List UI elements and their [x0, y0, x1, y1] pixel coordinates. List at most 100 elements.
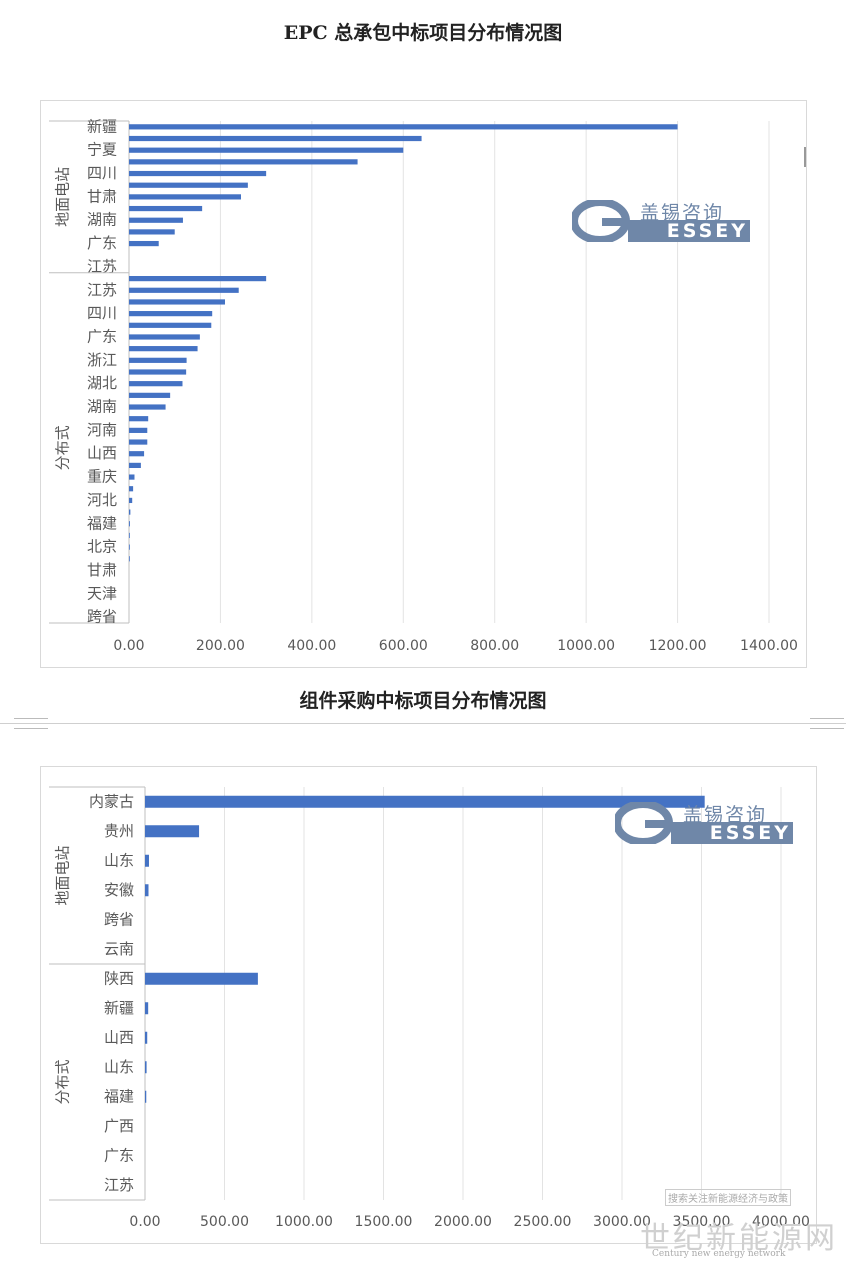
bar: [129, 427, 148, 433]
section-divider: [0, 723, 846, 724]
x-tick-label: 1000.00: [557, 638, 615, 654]
right-margin-mark: [810, 718, 844, 729]
chart1-frame: 0.00 200.00 400.00 600.00 800.00 1000.00 1200.…: [40, 100, 807, 668]
x-tick-label: 0.00: [113, 638, 144, 654]
logo-en-text: ESSEY: [628, 220, 750, 242]
category-label: 山西: [87, 444, 117, 462]
category-label: 山西: [104, 1028, 134, 1046]
x-tick-label: 500.00: [200, 1214, 249, 1230]
logo-cn-text: 盖锡咨询: [640, 202, 725, 224]
x-tick-label: 1500.00: [355, 1214, 413, 1230]
x-tick-label: 200.00: [196, 638, 245, 654]
bar: [145, 795, 705, 808]
bar: [129, 182, 248, 188]
x-tick-label: 1400.00: [740, 638, 798, 654]
category-label: 江苏: [104, 1176, 134, 1194]
bar: [129, 381, 183, 387]
category-label: 江苏: [87, 257, 117, 275]
bar: [129, 416, 149, 422]
bar: [129, 369, 187, 375]
bar: [129, 217, 183, 223]
bar: [129, 276, 267, 282]
category-label: 新疆: [104, 999, 134, 1017]
bar: [129, 240, 159, 247]
g-logo-icon: [572, 200, 630, 242]
x-tick-label: 2500.00: [514, 1214, 572, 1230]
category-label: 内蒙古: [89, 792, 134, 810]
logo-en-text-2: ESSEY: [671, 822, 793, 844]
bar: [145, 972, 258, 985]
g-logo-icon-2: [615, 802, 673, 844]
group-label: 地面电站: [54, 845, 72, 905]
bar: [129, 170, 267, 177]
category-label: 跨省: [87, 608, 117, 626]
category-label: 湖北: [87, 374, 117, 392]
category-label: 河南: [87, 421, 117, 439]
category-label: 福建: [104, 1087, 134, 1105]
category-label: 广东: [87, 234, 117, 252]
x-tick-label: 400.00: [287, 638, 336, 654]
x-tick-label: 600.00: [379, 638, 428, 654]
bar: [129, 229, 175, 235]
bar: [129, 311, 213, 317]
bar: [129, 509, 131, 515]
bar: [129, 392, 171, 398]
category-label: 甘肃: [87, 187, 117, 205]
bar: [129, 544, 130, 550]
bar: [129, 404, 166, 410]
category-label: 云南: [104, 940, 134, 958]
gessey-logo-watermark-2: 盖锡咨询 ESSEY: [615, 800, 795, 850]
bar: [129, 439, 148, 445]
chart1-resize-handle[interactable]: [804, 147, 806, 167]
bar: [129, 357, 187, 363]
category-label: 重庆: [87, 468, 117, 486]
bar: [129, 205, 203, 212]
bar: [129, 451, 145, 457]
category-label: 四川: [87, 304, 117, 322]
chart1-title: EPC 总承包中标项目分布情况图: [283, 22, 563, 44]
bar: [145, 854, 149, 867]
category-label: 新疆: [87, 117, 117, 135]
bar: [129, 346, 198, 352]
category-label: 广东: [104, 1146, 134, 1164]
chart1-plot: 0.00 200.00 400.00 600.00 800.00 1000.00 1200.…: [49, 117, 798, 654]
bar: [129, 322, 212, 328]
gessey-logo-watermark: 盖锡咨询 ESSEY: [572, 198, 752, 248]
bar: [129, 147, 404, 153]
category-label: 安徽: [104, 881, 134, 899]
bar: [129, 124, 678, 130]
category-label: 宁夏: [87, 141, 117, 159]
chart2-frame: 0.00 500.00 1000.00 1500.00 2000.00 2500.00 30…: [40, 766, 817, 1244]
x-tick-label: 2000.00: [434, 1214, 492, 1230]
bar: [145, 1031, 148, 1044]
bar: [145, 1090, 147, 1103]
category-label: 湖南: [87, 398, 117, 416]
category-label: 四川: [87, 164, 117, 182]
bar: [129, 521, 130, 527]
chart2-title: 组件采购中标项目分布情况图: [299, 690, 547, 712]
category-label: 广西: [104, 1117, 134, 1135]
category-label: 山东: [104, 851, 134, 869]
footer-watermark: 搜索关注新能源经济与政策 世纪新能源网 Century new energy n…: [640, 1185, 840, 1265]
bar: [145, 825, 200, 838]
x-tick-label: 3000.00: [593, 1214, 651, 1230]
category-label: 跨省: [104, 910, 134, 928]
group-label: 分布式: [54, 1059, 72, 1104]
left-margin-mark: [14, 718, 48, 729]
bar: [129, 135, 422, 142]
bar: [129, 194, 241, 200]
bar: [145, 1002, 149, 1015]
x-tick-label: 800.00: [470, 638, 519, 654]
bar: [129, 486, 134, 492]
category-label: 广东: [87, 327, 117, 345]
bar: [129, 462, 141, 468]
bar: [145, 884, 149, 897]
bar: [129, 334, 200, 340]
logo-cn-text-2: 盖锡咨询: [683, 804, 768, 826]
bar: [129, 497, 133, 504]
x-tick-label: 1200.00: [649, 638, 707, 654]
footer-small-text: Century new energy network: [652, 1249, 786, 1259]
footer-big-text: 世纪新能源网: [640, 1221, 838, 1256]
category-label: 河北: [87, 491, 117, 509]
category-label: 山东: [104, 1058, 134, 1076]
